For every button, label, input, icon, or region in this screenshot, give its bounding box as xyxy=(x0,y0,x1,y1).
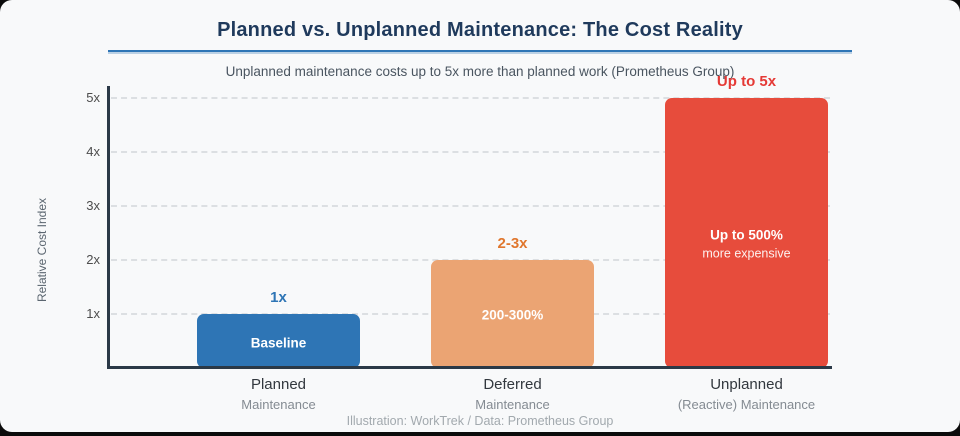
bar-inner-text-line: Up to 500% xyxy=(710,227,783,243)
bar-inner-label-deferred: 200-300% xyxy=(431,308,594,323)
bar-inner-label-unplanned: Up to 500% more expensive xyxy=(665,228,828,261)
bar-inner-text-line: more expensive xyxy=(702,246,791,261)
x-category-name: Deferred xyxy=(483,376,542,393)
y-gridline xyxy=(111,97,830,99)
chart-title: Planned vs. Unplanned Maintenance: The C… xyxy=(217,19,743,41)
x-category-subname: (Reactive) Maintenance xyxy=(677,397,816,412)
x-category-name: Planned xyxy=(250,376,307,393)
bar-value-label-unplanned: Up to 5x xyxy=(716,73,777,90)
title-underline-rule xyxy=(108,50,852,52)
bar-inner-label-planned: Baseline xyxy=(197,336,360,351)
x-axis-line xyxy=(107,366,832,369)
y-axis-title: Relative Cost Index xyxy=(35,197,49,303)
y-tick-label: 5x xyxy=(86,90,100,105)
footer-credit: Illustration: WorkTrek / Data: Prometheu… xyxy=(346,414,614,428)
bar-planned: Baseline xyxy=(197,314,360,368)
bar-inner-text-line: Baseline xyxy=(250,335,307,351)
chart-subtitle: Unplanned maintenance costs up to 5x mor… xyxy=(225,64,735,79)
y-tick-label: 2x xyxy=(86,252,100,267)
x-category-label-unplanned: Unplanned (Reactive) Maintenance xyxy=(627,376,867,412)
bar-inner-text-line: 200-300% xyxy=(481,307,544,323)
y-tick-label: 3x xyxy=(86,198,100,213)
bar-deferred: 200-300% xyxy=(431,260,594,368)
x-category-label-deferred: Deferred Maintenance xyxy=(393,376,633,412)
bar-value-label-planned: 1x xyxy=(270,289,287,306)
bar-unplanned: Up to 500% more expensive xyxy=(665,98,828,368)
bar-value-label-deferred: 2-3x xyxy=(497,235,528,252)
y-gridline xyxy=(111,205,830,207)
x-category-label-planned: Planned Maintenance xyxy=(159,376,399,412)
y-tick-label: 1x xyxy=(86,306,100,321)
x-category-subname: Maintenance xyxy=(475,397,550,412)
y-gridline xyxy=(111,151,830,153)
y-axis-line xyxy=(107,86,110,369)
y-tick-label: 4x xyxy=(86,144,100,159)
x-category-name: Unplanned xyxy=(710,376,783,393)
x-category-subname: Maintenance xyxy=(241,397,316,412)
